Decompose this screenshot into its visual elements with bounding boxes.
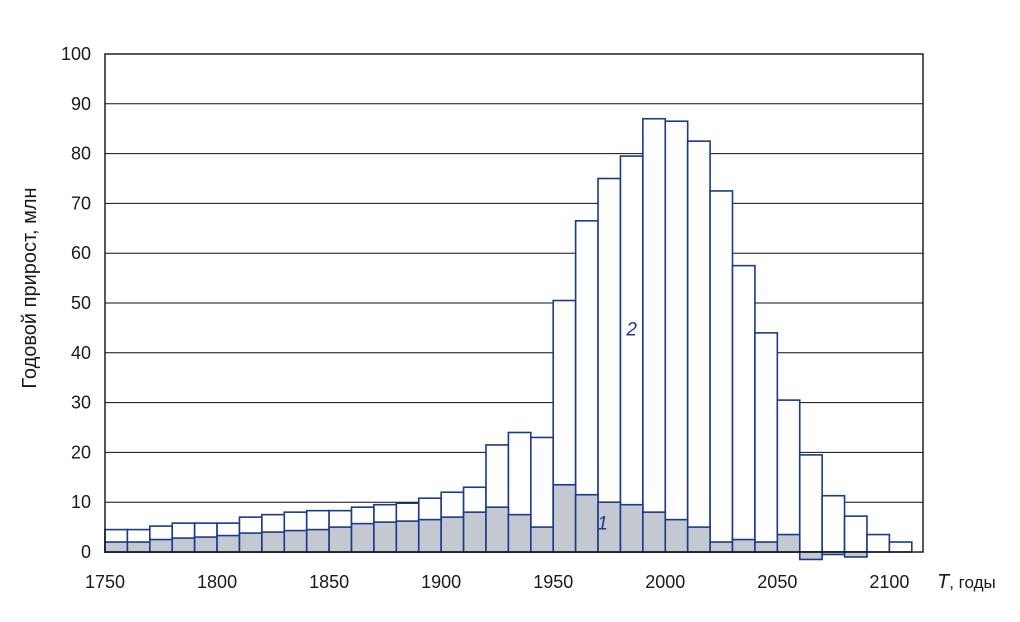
bar-series-1 [350,522,375,553]
y-tick-label: 50 [71,293,91,313]
bar-series-1 [261,531,286,553]
bar-series-2 [754,332,779,553]
bar-series-2 [821,494,846,553]
series-label: 2 [625,319,637,340]
bar-series-1 [485,506,510,553]
bar-series-1 [552,483,577,553]
bar-series-1 [530,526,555,553]
bar-series-1 [283,529,308,553]
grid [105,103,923,503]
bar-series-2 [866,533,891,553]
bar-series-1 [126,541,151,553]
bar-series-2 [776,399,801,553]
bar-series-1 [776,533,801,553]
x-axis-title: T, годы [937,571,996,593]
y-tick-label: 60 [71,243,91,263]
y-tick-label: 90 [71,94,91,114]
bars [104,117,913,561]
y-tick-label: 10 [71,492,91,512]
bar-series-1 [754,541,779,553]
bar-series-2 [731,264,756,553]
x-tick-label: 1850 [309,572,349,592]
bar-series-1 [507,513,532,553]
x-tick-label: 1800 [197,572,237,592]
y-tick-label: 0 [81,542,91,562]
series-label: 1 [597,514,608,535]
bar-series-2 [888,541,913,553]
bar-series-1 [417,518,442,553]
bar-series-1 [462,511,487,553]
bar-series-2 [798,454,823,553]
bar-series-1 [149,538,174,553]
bar-series-1 [104,541,129,553]
bar-series-1 [843,551,868,558]
y-tick-label: 20 [71,442,91,462]
bar-series-1 [305,528,330,553]
bar-series-1 [574,493,599,553]
bar-series-1 [664,518,689,553]
x-tick-label: 2000 [645,572,685,592]
bar-series-1 [709,541,734,553]
bar-series-1 [440,516,465,553]
y-tick-label: 100 [61,44,91,64]
series-labels: 21 [597,319,637,534]
bar-series-2 [619,155,644,553]
x-axis-unit: , годы [949,573,996,592]
bar-series-1 [238,532,263,553]
y-tick-label: 30 [71,393,91,413]
bar-series-2 [686,140,711,553]
y-tick-label: 40 [71,343,91,363]
bar-series-2 [843,515,868,553]
bar-series-1 [642,511,667,553]
plot-frame [104,53,924,553]
x-tick-label: 1900 [421,572,461,592]
y-tick-label: 80 [71,144,91,164]
bar-series-1 [686,526,711,553]
bar-series-1 [373,521,398,553]
bar-series-1 [216,534,241,553]
bar-series-2 [664,120,689,553]
y-tick-label: 70 [71,193,91,213]
bar-series-1 [193,536,218,553]
bar-series-1 [731,538,756,553]
bar-series-2 [709,190,734,553]
bar-series-1 [328,526,353,553]
bar-series-1 [171,537,196,553]
x-tick-label: 2100 [869,572,909,592]
tick-labels: 0 10 20 30 40 50 60 70 80 90 100 1750 1800 1850 1900 19… [61,44,909,592]
x-tick-label: 2050 [757,572,797,592]
y-axis-title: Годовой прирост, млн [19,187,41,388]
bar-series-2 [597,177,622,553]
x-tick-label: 1950 [533,572,573,592]
bar-series-1 [619,503,644,553]
bar-series-1 [798,551,823,561]
bar-series-1 [395,520,420,553]
bar-series-2 [642,117,667,553]
x-axis-symbol: T [937,571,951,593]
x-tick-label: 1750 [85,572,125,592]
